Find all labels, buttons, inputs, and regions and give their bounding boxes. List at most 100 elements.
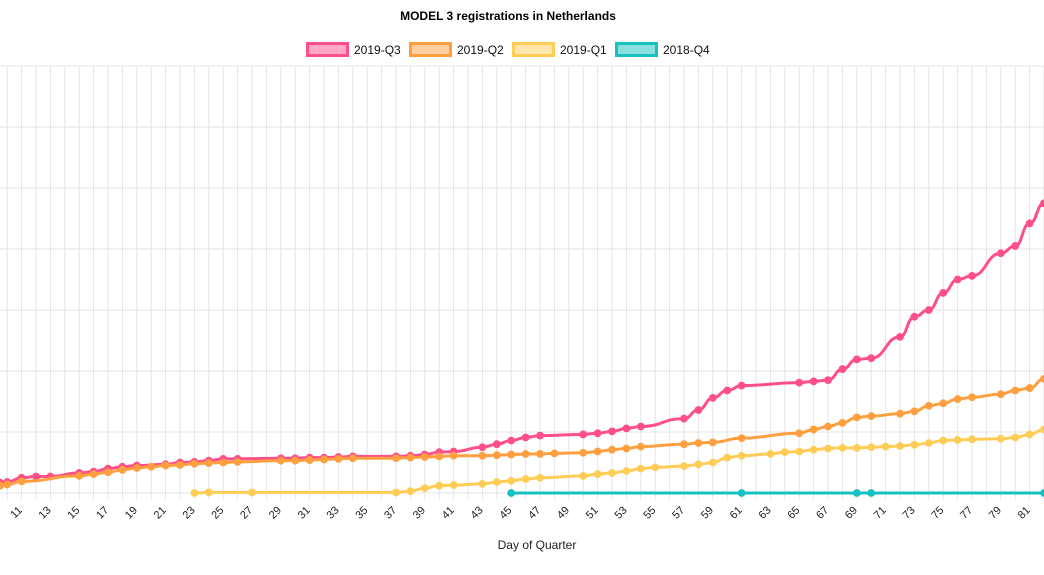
x-tick-label: 21 (152, 504, 169, 521)
legend-label: 2019-Q3 (354, 43, 401, 57)
x-tick-label: 53 (613, 504, 630, 521)
data-point (579, 430, 588, 439)
data-point (334, 454, 343, 463)
data-point (636, 422, 645, 431)
data-point (89, 470, 98, 478)
data-point (233, 457, 242, 466)
data-point (593, 429, 602, 438)
data-point (449, 451, 458, 460)
legend-swatch (306, 42, 349, 57)
data-point (478, 451, 487, 460)
data-point (550, 449, 559, 458)
data-point (204, 459, 213, 468)
x-tick-label: 25 (209, 504, 226, 521)
data-point (147, 462, 156, 471)
x-tick-label: 67 (814, 504, 831, 521)
x-tick-label: 49 (555, 504, 572, 521)
data-point (939, 436, 948, 445)
data-point (608, 427, 616, 436)
x-tick-label: 71 (872, 504, 889, 521)
legend-item[interactable]: 2019-Q1 (512, 42, 608, 57)
legend-swatch (615, 42, 658, 57)
data-point (507, 450, 516, 459)
x-axis-ticks: 11 13 15 17 19 21 23 25 27 29 31 33 35 37 39 41 43 45 47 49… (8, 504, 1033, 521)
data-point (708, 393, 717, 402)
data-point (608, 468, 616, 477)
legend-item[interactable]: 2019-Q2 (409, 42, 505, 57)
x-tick-label: 77 (958, 504, 975, 521)
data-point (291, 456, 300, 465)
data-point (795, 447, 804, 456)
data-point (708, 458, 717, 467)
data-point (824, 376, 832, 385)
data-point (795, 378, 804, 387)
data-point (910, 440, 919, 449)
data-point (680, 462, 688, 471)
data-point (3, 480, 12, 489)
legend-swatch (409, 42, 452, 57)
x-tick-label: 17 (94, 504, 111, 521)
x-tick-label: 19 (123, 504, 140, 521)
x-tick-label: 35 (353, 504, 370, 521)
data-point (593, 447, 602, 456)
data-point (708, 438, 717, 447)
data-point (32, 472, 40, 481)
legend-item[interactable]: 2018-Q4 (615, 42, 711, 57)
data-point (838, 418, 847, 427)
data-point (939, 289, 948, 297)
x-tick-label: 79 (987, 504, 1004, 521)
data-point (867, 443, 876, 452)
x-tick-label: 39 (411, 504, 428, 521)
data-point (521, 433, 530, 442)
data-point (867, 412, 876, 421)
x-tick-label: 51 (584, 504, 601, 521)
data-point (737, 451, 746, 460)
x-tick-label: 37 (382, 504, 399, 521)
x-tick-label: 65 (785, 504, 802, 521)
data-point (680, 414, 688, 423)
x-tick-label: 57 (670, 504, 687, 521)
x-tick-label: 41 (440, 504, 457, 521)
data-point (996, 434, 1005, 443)
data-point (132, 464, 141, 472)
x-tick-label: 55 (641, 504, 658, 521)
x-tick-label: 15 (65, 504, 82, 521)
data-point (507, 436, 516, 445)
data-point (622, 467, 631, 475)
data-point (521, 475, 530, 483)
data-point (579, 472, 588, 480)
data-point (636, 442, 645, 451)
data-point (622, 444, 631, 453)
data-point (190, 489, 199, 497)
data-point (838, 365, 847, 374)
data-point (953, 395, 962, 403)
data-point (968, 271, 976, 280)
data-point (968, 393, 976, 402)
data-point (852, 413, 861, 422)
data-point (953, 436, 962, 444)
data-point (809, 377, 818, 386)
data-point (968, 435, 976, 444)
data-point (723, 453, 732, 462)
series-2019-Q3 (0, 199, 1044, 487)
data-point (593, 470, 602, 478)
data-point (824, 422, 832, 431)
data-point (118, 465, 127, 474)
x-tick-label: 61 (728, 504, 745, 521)
data-point (838, 443, 847, 452)
data-point (492, 440, 501, 449)
data-point (190, 459, 199, 468)
data-point (896, 332, 904, 341)
data-point (161, 461, 170, 470)
data-point (478, 443, 487, 452)
data-point (0, 481, 4, 490)
data-point (1040, 375, 1044, 383)
data-point (435, 452, 444, 461)
legend-item[interactable]: 2019-Q3 (306, 42, 402, 57)
data-point (406, 453, 415, 462)
grid (0, 65, 1044, 499)
data-point (305, 456, 314, 464)
data-point (1011, 242, 1020, 250)
data-point (392, 488, 400, 497)
x-tick-label: 43 (469, 504, 486, 521)
